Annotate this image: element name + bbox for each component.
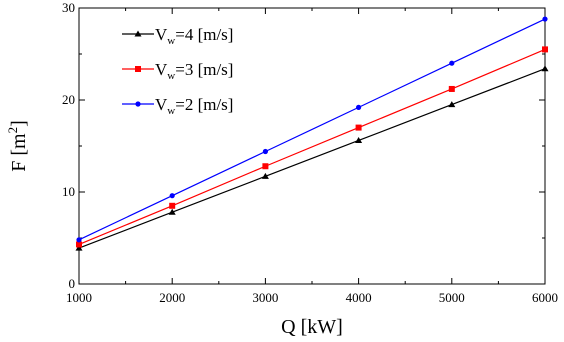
x-axis-title: Q [kW] [281, 316, 343, 338]
data-point [542, 46, 548, 53]
legend-label-main: V [155, 95, 168, 114]
plot-frame [78, 7, 546, 285]
y-tick-label: 0 [69, 276, 76, 291]
x-tick-label: 3000 [252, 290, 278, 305]
data-point [75, 244, 83, 251]
data-point [448, 101, 456, 108]
x-tick-label: 1000 [66, 290, 92, 305]
y-axis-title-superscript: 2 [5, 127, 20, 134]
data-point [448, 85, 455, 92]
series-line [78, 18, 546, 241]
legend-label: Vw=3 [m/s] [155, 60, 233, 82]
data-point [542, 16, 548, 22]
x-tick-label: 4000 [346, 290, 372, 305]
data-point [76, 237, 82, 243]
legend-label-rest: =4 [m/s] [175, 25, 233, 44]
y-tick-label: 30 [62, 0, 75, 15]
legend-marker [135, 66, 141, 72]
legend-marker [135, 101, 141, 107]
legend-label-rest: =3 [m/s] [175, 60, 233, 79]
legend-label-subscript: w [167, 105, 175, 117]
series-layer [75, 16, 549, 251]
data-point [169, 202, 176, 209]
data-point [355, 136, 363, 143]
legend-label-rest: =2 [m/s] [175, 95, 233, 114]
data-point [261, 172, 269, 179]
data-point [262, 163, 269, 170]
x-tick-label: 2000 [159, 290, 185, 305]
legend-label-main: V [155, 25, 168, 44]
data-point [355, 124, 362, 131]
x-tick-label: 6000 [532, 290, 558, 305]
axis-tick-labels: 1000 2000 3000 4000 5000 6000 0 10 20 30 [62, 0, 558, 305]
data-point [449, 60, 455, 66]
legend-label-main: V [155, 60, 168, 79]
axis-ticks [78, 7, 546, 285]
legend-label: Vw=2 [m/s] [155, 95, 233, 117]
data-point [169, 193, 175, 199]
legend: Vw=4 [m/s]Vw=3 [m/s]Vw=2 [m/s] [122, 25, 233, 117]
legend-label-subscript: w [167, 70, 175, 82]
data-point [262, 148, 268, 155]
series-3 [76, 16, 548, 243]
legend-label: Vw=4 [m/s] [155, 25, 233, 47]
y-axis-title: F [m2] [5, 120, 30, 172]
y-tick-label: 20 [62, 92, 75, 107]
series-1 [75, 65, 549, 251]
y-tick-label: 10 [62, 184, 75, 199]
y-axis-title-close: ] [8, 120, 30, 127]
legend-entry: Vw=4 [m/s] [122, 25, 233, 47]
legend-entry: Vw=3 [m/s] [122, 60, 233, 82]
y-axis-title-main: F [m [8, 133, 30, 172]
data-point [168, 208, 176, 215]
series-line [78, 68, 546, 249]
x-tick-label: 5000 [439, 290, 465, 305]
data-point [541, 65, 549, 72]
data-point [76, 241, 82, 248]
legend-marker [134, 30, 142, 37]
series-line [78, 48, 546, 245]
legend-label-subscript: w [167, 35, 175, 47]
legend-entry: Vw=2 [m/s] [122, 95, 233, 117]
data-point [356, 104, 362, 110]
series-2 [76, 46, 548, 248]
